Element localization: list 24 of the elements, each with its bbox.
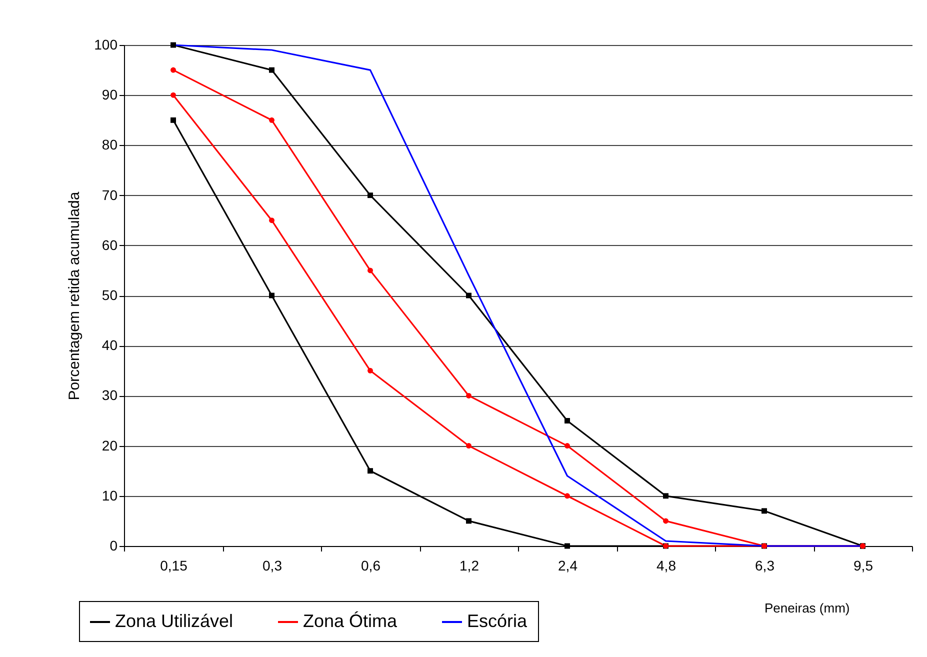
y-axis-title: Porcentagem retida acumulada [66, 191, 84, 400]
y-tick-label: 80 [102, 136, 118, 153]
y-tick-label: 20 [102, 437, 118, 454]
x-tick-label: 6,3 [755, 558, 775, 574]
y-tick-label: 70 [102, 186, 118, 203]
y-tick-label: 40 [102, 337, 118, 354]
x-axis-title: Peneiras (mm) [764, 600, 850, 616]
x-tick-label: 9,5 [854, 558, 874, 574]
y-tick-label: 100 [94, 36, 118, 52]
y-tick-label: 90 [102, 86, 118, 103]
legend-label: Zona Utilizável [115, 611, 234, 631]
y-tick-label: 10 [102, 487, 118, 504]
legend-label: Zona Ótima [303, 611, 398, 631]
y-tick-label: 0 [110, 538, 118, 554]
y-tick-label: 30 [102, 387, 118, 404]
x-tick-label: 2,4 [558, 558, 578, 574]
y-tick-label: 50 [102, 287, 118, 303]
x-tick-label: 1,2 [460, 558, 480, 574]
x-tick-label: 4,8 [656, 558, 676, 574]
x-tick-label: 0,6 [361, 558, 381, 574]
legend-label: Escória [467, 611, 528, 631]
x-tick-label: 0,3 [262, 558, 282, 574]
y-tick-label: 60 [102, 236, 118, 253]
x-tick-label: 0,15 [160, 558, 188, 574]
